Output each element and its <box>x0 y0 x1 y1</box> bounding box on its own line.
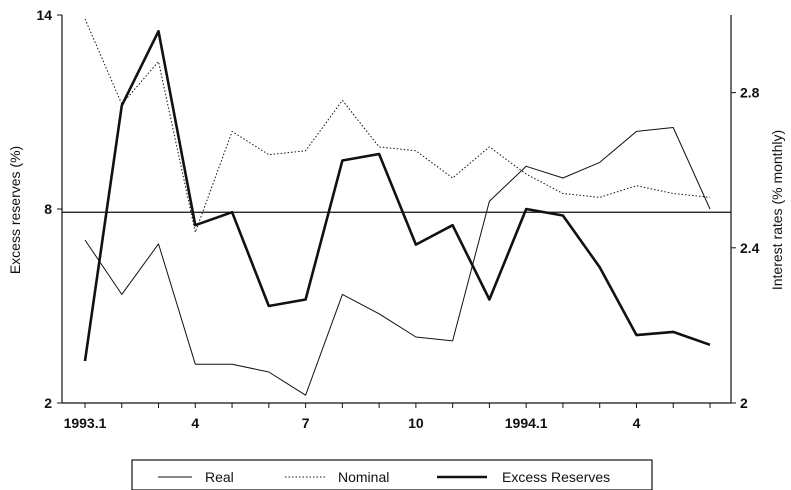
x-tick-label: 1994.1 <box>505 415 548 431</box>
y-left-tick-label: 8 <box>44 201 52 217</box>
x-tick-label: 7 <box>302 415 310 431</box>
series-line-excess-reserves <box>83 29 711 362</box>
y-right-tick-label: 2.8 <box>740 85 760 101</box>
legend-box <box>131 459 653 490</box>
axes <box>61 15 732 404</box>
y-axis-right-label: Interest rates (% monthly) <box>769 130 785 290</box>
x-tick-label: 4 <box>633 415 641 431</box>
legend: Real Nominal Excess Reserves <box>131 459 653 490</box>
y-right-ticks: 2 2.4 2.8 <box>731 85 760 411</box>
y-left-tick-label: 14 <box>36 7 52 23</box>
legend-label-excess-reserves: Excess Reserves <box>502 469 610 485</box>
x-tick-label: 4 <box>191 415 199 431</box>
legend-label-nominal: Nominal <box>338 469 389 485</box>
y-right-tick-label: 2.4 <box>740 240 760 256</box>
x-tick-label: 10 <box>408 415 424 431</box>
y-left-ticks: 2 8 14 <box>36 7 62 411</box>
y-right-tick-label: 2 <box>740 395 748 411</box>
y-left-tick-label: 2 <box>44 395 52 411</box>
x-tick-label: 1993.1 <box>64 415 107 431</box>
series-lines <box>83 18 711 396</box>
y-axis-left-label: Excess reserves (%) <box>7 146 23 274</box>
series-line-nominal <box>84 18 711 233</box>
legend-label-real: Real <box>205 469 234 485</box>
series-line-real <box>84 127 711 396</box>
x-ticks: 1993.1 4 7 10 1994.1 4 <box>64 403 711 431</box>
